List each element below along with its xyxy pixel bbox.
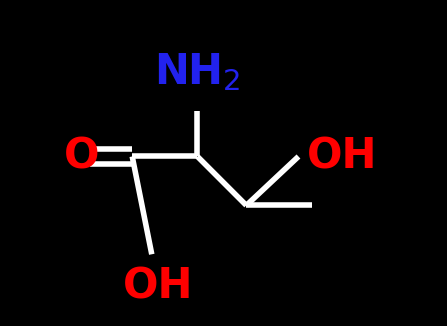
Text: O: O [64, 136, 99, 177]
Text: OH: OH [123, 266, 194, 308]
Text: NH$_2$: NH$_2$ [154, 51, 240, 93]
Text: OH: OH [307, 136, 378, 177]
